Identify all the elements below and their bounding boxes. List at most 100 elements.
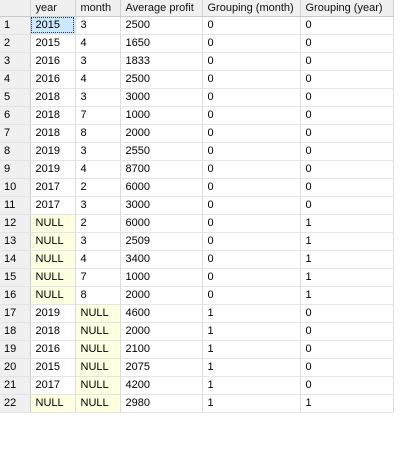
- table-row[interactable]: 12 NULL 2 6000 0 1: [0, 214, 394, 233]
- cell-year[interactable]: 2016: [30, 70, 76, 89]
- cell-average-profit[interactable]: 2075: [120, 358, 203, 377]
- cell-year[interactable]: 2016: [30, 340, 76, 359]
- cell-year[interactable]: NULL: [30, 214, 76, 233]
- table-row[interactable]: 9 2019 4 8700 0 0: [0, 160, 394, 179]
- cell-grouping-month[interactable]: 1: [202, 394, 301, 413]
- cell-grouping-year[interactable]: 0: [300, 322, 394, 341]
- cell-month[interactable]: NULL: [75, 376, 121, 395]
- cell-month[interactable]: 7: [75, 106, 121, 125]
- cell-month[interactable]: 4: [75, 250, 121, 269]
- cell-grouping-month[interactable]: 0: [202, 250, 301, 269]
- row-number[interactable]: 15: [0, 268, 31, 287]
- cell-grouping-year[interactable]: 0: [300, 34, 394, 53]
- row-number[interactable]: 20: [0, 358, 31, 377]
- cell-average-profit[interactable]: 2509: [120, 232, 203, 251]
- table-row[interactable]: 14 NULL 4 3400 0 1: [0, 250, 394, 269]
- cell-month[interactable]: 4: [75, 160, 121, 179]
- cell-month[interactable]: 3: [75, 196, 121, 215]
- cell-month[interactable]: NULL: [75, 358, 121, 377]
- cell-grouping-month[interactable]: 0: [202, 232, 301, 251]
- row-number[interactable]: 4: [0, 70, 31, 89]
- cell-grouping-year[interactable]: 0: [300, 70, 394, 89]
- cell-grouping-year[interactable]: 0: [300, 16, 394, 35]
- cell-average-profit[interactable]: 3400: [120, 250, 203, 269]
- cell-grouping-year[interactable]: 1: [300, 214, 394, 233]
- row-number[interactable]: 5: [0, 88, 31, 107]
- row-number[interactable]: 7: [0, 124, 31, 143]
- cell-grouping-year[interactable]: 0: [300, 124, 394, 143]
- cell-month[interactable]: 8: [75, 286, 121, 305]
- row-number[interactable]: 22: [0, 394, 31, 413]
- table-row[interactable]: 11 2017 3 3000 0 0: [0, 196, 394, 215]
- row-number[interactable]: 19: [0, 340, 31, 359]
- cell-month[interactable]: 2: [75, 178, 121, 197]
- cell-grouping-month[interactable]: 0: [202, 142, 301, 161]
- cell-year[interactable]: 2017: [30, 178, 76, 197]
- cell-year[interactable]: 2017: [30, 376, 76, 395]
- table-row[interactable]: 20 2015 NULL 2075 1 0: [0, 358, 394, 377]
- row-number[interactable]: 6: [0, 106, 31, 125]
- cell-grouping-year[interactable]: 0: [300, 358, 394, 377]
- cell-grouping-month[interactable]: 1: [202, 376, 301, 395]
- cell-month[interactable]: 3: [75, 88, 121, 107]
- cell-grouping-month[interactable]: 0: [202, 52, 301, 71]
- table-row[interactable]: 2 2015 4 1650 0 0: [0, 34, 394, 53]
- cell-grouping-year[interactable]: 0: [300, 160, 394, 179]
- row-number-header[interactable]: [0, 0, 31, 17]
- table-row[interactable]: 17 2019 NULL 4600 1 0: [0, 304, 394, 323]
- cell-average-profit[interactable]: 1833: [120, 52, 203, 71]
- cell-average-profit[interactable]: 2100: [120, 340, 203, 359]
- cell-grouping-year[interactable]: 1: [300, 286, 394, 305]
- cell-year[interactable]: 2019: [30, 142, 76, 161]
- cell-month[interactable]: 3: [75, 52, 121, 71]
- cell-average-profit[interactable]: 1000: [120, 106, 203, 125]
- cell-grouping-month[interactable]: 0: [202, 70, 301, 89]
- row-number[interactable]: 10: [0, 178, 31, 197]
- cell-month[interactable]: 3: [75, 142, 121, 161]
- cell-grouping-year[interactable]: 0: [300, 106, 394, 125]
- cell-grouping-year[interactable]: 1: [300, 250, 394, 269]
- cell-grouping-year[interactable]: 1: [300, 232, 394, 251]
- cell-grouping-year[interactable]: 1: [300, 394, 394, 413]
- cell-grouping-year[interactable]: 0: [300, 142, 394, 161]
- cell-month[interactable]: 3: [75, 16, 121, 35]
- cell-month[interactable]: 3: [75, 232, 121, 251]
- cell-month[interactable]: 4: [75, 34, 121, 53]
- cell-year[interactable]: 2015: [30, 16, 76, 35]
- cell-average-profit[interactable]: 2500: [120, 16, 203, 35]
- cell-grouping-month[interactable]: 1: [202, 340, 301, 359]
- cell-grouping-month[interactable]: 0: [202, 214, 301, 233]
- row-number[interactable]: 17: [0, 304, 31, 323]
- table-row[interactable]: 3 2016 3 1833 0 0: [0, 52, 394, 71]
- table-row[interactable]: 13 NULL 3 2509 0 1: [0, 232, 394, 251]
- cell-average-profit[interactable]: 2500: [120, 70, 203, 89]
- cell-grouping-month[interactable]: 0: [202, 160, 301, 179]
- cell-grouping-month[interactable]: 0: [202, 268, 301, 287]
- cell-grouping-month[interactable]: 0: [202, 88, 301, 107]
- row-number[interactable]: 12: [0, 214, 31, 233]
- cell-month[interactable]: NULL: [75, 304, 121, 323]
- cell-average-profit[interactable]: 3000: [120, 196, 203, 215]
- cell-average-profit[interactable]: 4600: [120, 304, 203, 323]
- cell-grouping-month[interactable]: 0: [202, 178, 301, 197]
- table-row[interactable]: 6 2018 7 1000 0 0: [0, 106, 394, 125]
- row-number[interactable]: 11: [0, 196, 31, 215]
- cell-year[interactable]: 2015: [30, 358, 76, 377]
- table-row[interactable]: 19 2016 NULL 2100 1 0: [0, 340, 394, 359]
- cell-average-profit[interactable]: 6000: [120, 214, 203, 233]
- table-row[interactable]: 5 2018 3 3000 0 0: [0, 88, 394, 107]
- cell-grouping-month[interactable]: 0: [202, 196, 301, 215]
- cell-grouping-year[interactable]: 0: [300, 178, 394, 197]
- column-header-grouping-month[interactable]: Grouping (month): [202, 0, 301, 17]
- cell-year[interactable]: 2018: [30, 106, 76, 125]
- table-row[interactable]: 8 2019 3 2550 0 0: [0, 142, 394, 161]
- cell-average-profit[interactable]: 6000: [120, 178, 203, 197]
- cell-month[interactable]: 7: [75, 268, 121, 287]
- table-row[interactable]: 18 2018 NULL 2000 1 0: [0, 322, 394, 341]
- cell-average-profit[interactable]: 2000: [120, 124, 203, 143]
- table-row[interactable]: 4 2016 4 2500 0 0: [0, 70, 394, 89]
- column-header-month[interactable]: month: [75, 0, 121, 17]
- row-number[interactable]: 16: [0, 286, 31, 305]
- cell-average-profit[interactable]: 1000: [120, 268, 203, 287]
- cell-year[interactable]: 2015: [30, 34, 76, 53]
